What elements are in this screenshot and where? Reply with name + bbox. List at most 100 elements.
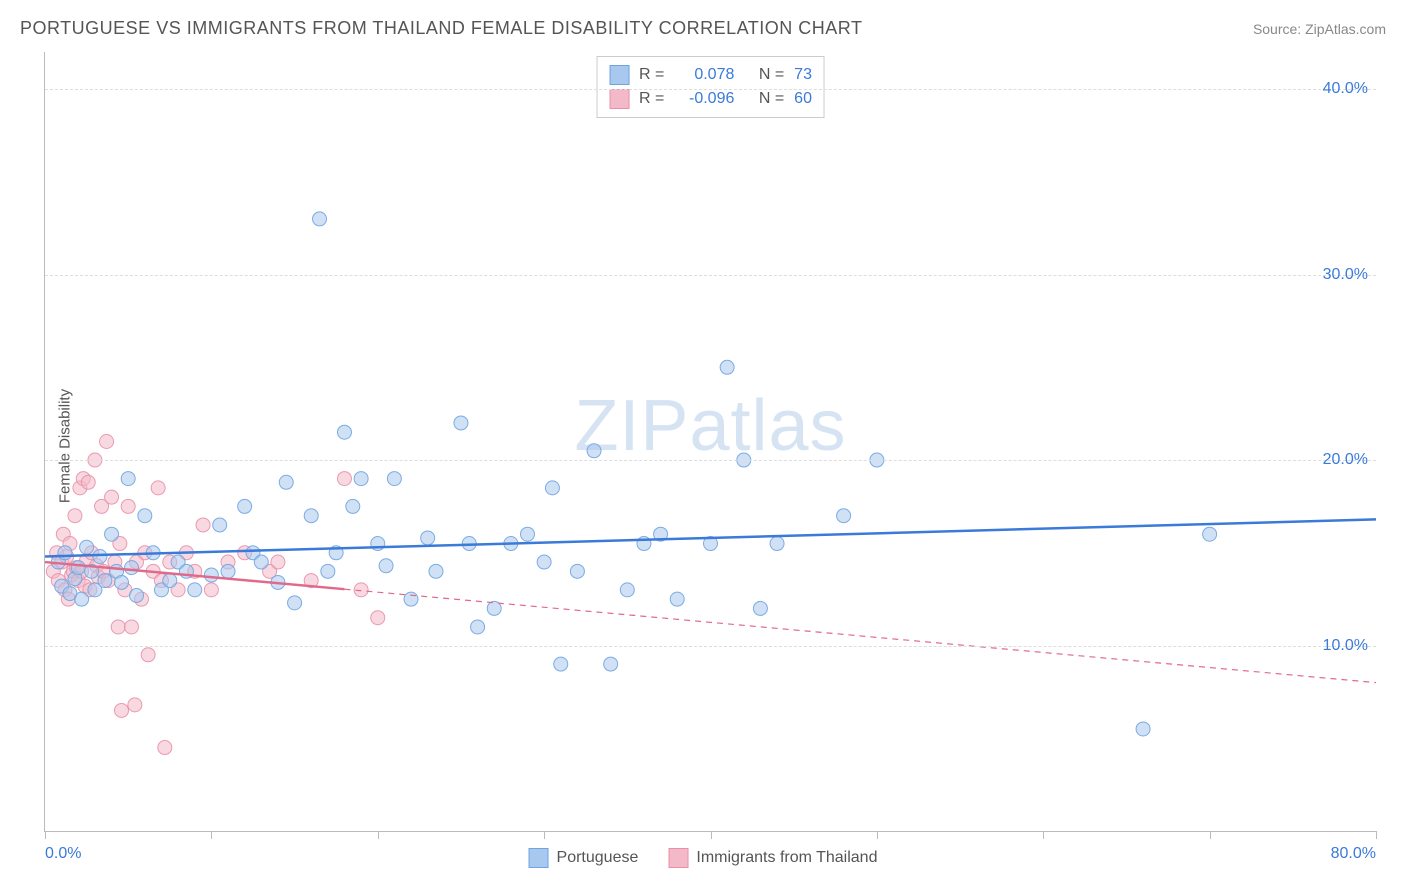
scatter-point-portuguese bbox=[720, 360, 734, 374]
scatter-point-thailand bbox=[121, 499, 135, 513]
scatter-point-portuguese bbox=[404, 592, 418, 606]
legend-label-portuguese: Portuguese bbox=[557, 849, 639, 867]
scatter-point-portuguese bbox=[753, 601, 767, 615]
correlation-row-thailand: R = -0.096 N = 60 bbox=[609, 87, 812, 111]
scatter-point-portuguese bbox=[115, 575, 129, 589]
scatter-point-thailand bbox=[105, 490, 119, 504]
n-label: N = bbox=[759, 87, 784, 111]
scatter-point-portuguese bbox=[125, 561, 139, 575]
plot-svg bbox=[45, 52, 1376, 831]
correlation-legend-box: R = 0.078 N = 73 R = -0.096 N = 60 bbox=[596, 56, 825, 118]
scatter-point-portuguese bbox=[130, 588, 144, 602]
scatter-point-portuguese bbox=[138, 509, 152, 523]
scatter-point-thailand bbox=[111, 620, 125, 634]
gridline bbox=[45, 646, 1376, 647]
scatter-point-thailand bbox=[196, 518, 210, 532]
gridline bbox=[45, 275, 1376, 276]
x-tick bbox=[211, 831, 212, 839]
scatter-point-portuguese bbox=[221, 564, 235, 578]
legend-label-thailand: Immigrants from Thailand bbox=[696, 849, 877, 867]
legend-item-portuguese: Portuguese bbox=[529, 848, 639, 868]
scatter-point-portuguese bbox=[454, 416, 468, 430]
scatter-point-portuguese bbox=[604, 657, 618, 671]
scatter-point-portuguese bbox=[587, 444, 601, 458]
scatter-point-portuguese bbox=[313, 212, 327, 226]
scatter-point-portuguese bbox=[387, 472, 401, 486]
scatter-point-portuguese bbox=[58, 546, 72, 560]
scatter-point-portuguese bbox=[770, 537, 784, 551]
n-label: N = bbox=[759, 63, 784, 87]
x-tick-label: 80.0% bbox=[1331, 845, 1376, 863]
scatter-point-thailand bbox=[68, 509, 82, 523]
scatter-point-portuguese bbox=[554, 657, 568, 671]
scatter-point-portuguese bbox=[1203, 527, 1217, 541]
scatter-point-portuguese bbox=[421, 531, 435, 545]
x-tick bbox=[1043, 831, 1044, 839]
scatter-point-portuguese bbox=[570, 564, 584, 578]
scatter-point-portuguese bbox=[105, 527, 119, 541]
scatter-point-portuguese bbox=[288, 596, 302, 610]
gridline bbox=[45, 460, 1376, 461]
x-tick bbox=[45, 831, 46, 839]
scatter-point-portuguese bbox=[837, 509, 851, 523]
swatch-portuguese bbox=[529, 848, 549, 868]
x-tick bbox=[1210, 831, 1211, 839]
scatter-point-portuguese bbox=[213, 518, 227, 532]
scatter-point-portuguese bbox=[379, 559, 393, 573]
swatch-thailand bbox=[609, 89, 629, 109]
scatter-point-portuguese bbox=[93, 549, 107, 563]
scatter-point-thailand bbox=[100, 435, 114, 449]
scatter-point-portuguese bbox=[71, 561, 85, 575]
scatter-point-portuguese bbox=[537, 555, 551, 569]
scatter-point-portuguese bbox=[429, 564, 443, 578]
scatter-point-portuguese bbox=[80, 540, 94, 554]
scatter-point-thailand bbox=[81, 475, 95, 489]
r-label: R = bbox=[639, 87, 664, 111]
correlation-row-portuguese: R = 0.078 N = 73 bbox=[609, 63, 812, 87]
r-label: R = bbox=[639, 63, 664, 87]
scatter-point-portuguese bbox=[346, 499, 360, 513]
x-tick-label: 0.0% bbox=[45, 845, 81, 863]
n-value-portuguese: 73 bbox=[794, 63, 812, 87]
scatter-point-portuguese bbox=[121, 472, 135, 486]
r-value-thailand: -0.096 bbox=[674, 87, 734, 111]
chart-header: PORTUGUESE VS IMMIGRANTS FROM THAILAND F… bbox=[20, 18, 1386, 39]
scatter-point-thailand bbox=[125, 620, 139, 634]
scatter-point-portuguese bbox=[204, 568, 218, 582]
scatter-point-portuguese bbox=[188, 583, 202, 597]
r-value-portuguese: 0.078 bbox=[674, 63, 734, 87]
x-tick bbox=[378, 831, 379, 839]
legend-item-thailand: Immigrants from Thailand bbox=[668, 848, 877, 868]
scatter-point-portuguese bbox=[620, 583, 634, 597]
x-tick bbox=[877, 831, 878, 839]
scatter-point-thailand bbox=[141, 648, 155, 662]
scatter-point-portuguese bbox=[520, 527, 534, 541]
gridline bbox=[45, 89, 1376, 90]
scatter-point-portuguese bbox=[254, 555, 268, 569]
swatch-portuguese bbox=[609, 65, 629, 85]
scatter-point-thailand bbox=[337, 472, 351, 486]
scatter-point-thailand bbox=[204, 583, 218, 597]
chart-title: PORTUGUESE VS IMMIGRANTS FROM THAILAND F… bbox=[20, 18, 862, 39]
swatch-thailand bbox=[668, 848, 688, 868]
scatter-point-portuguese bbox=[321, 564, 335, 578]
scatter-point-portuguese bbox=[471, 620, 485, 634]
x-tick bbox=[711, 831, 712, 839]
bottom-legend: Portuguese Immigrants from Thailand bbox=[529, 848, 878, 868]
scatter-point-thailand bbox=[151, 481, 165, 495]
y-tick-label: 30.0% bbox=[1323, 266, 1368, 284]
scatter-point-portuguese bbox=[545, 481, 559, 495]
y-tick-label: 20.0% bbox=[1323, 451, 1368, 469]
scatter-point-portuguese bbox=[75, 592, 89, 606]
scatter-point-thailand bbox=[158, 741, 172, 755]
scatter-point-portuguese bbox=[337, 425, 351, 439]
scatter-point-portuguese bbox=[354, 472, 368, 486]
scatter-point-thailand bbox=[128, 698, 142, 712]
plot-wrap: ZIPatlas R = 0.078 N = 73 R = -0.096 N =… bbox=[44, 52, 1376, 832]
scatter-point-thailand bbox=[371, 611, 385, 625]
y-tick-label: 10.0% bbox=[1323, 637, 1368, 655]
x-tick bbox=[1376, 831, 1377, 839]
scatter-point-portuguese bbox=[163, 574, 177, 588]
x-tick bbox=[544, 831, 545, 839]
trend-line-dashed-thailand bbox=[344, 589, 1376, 682]
